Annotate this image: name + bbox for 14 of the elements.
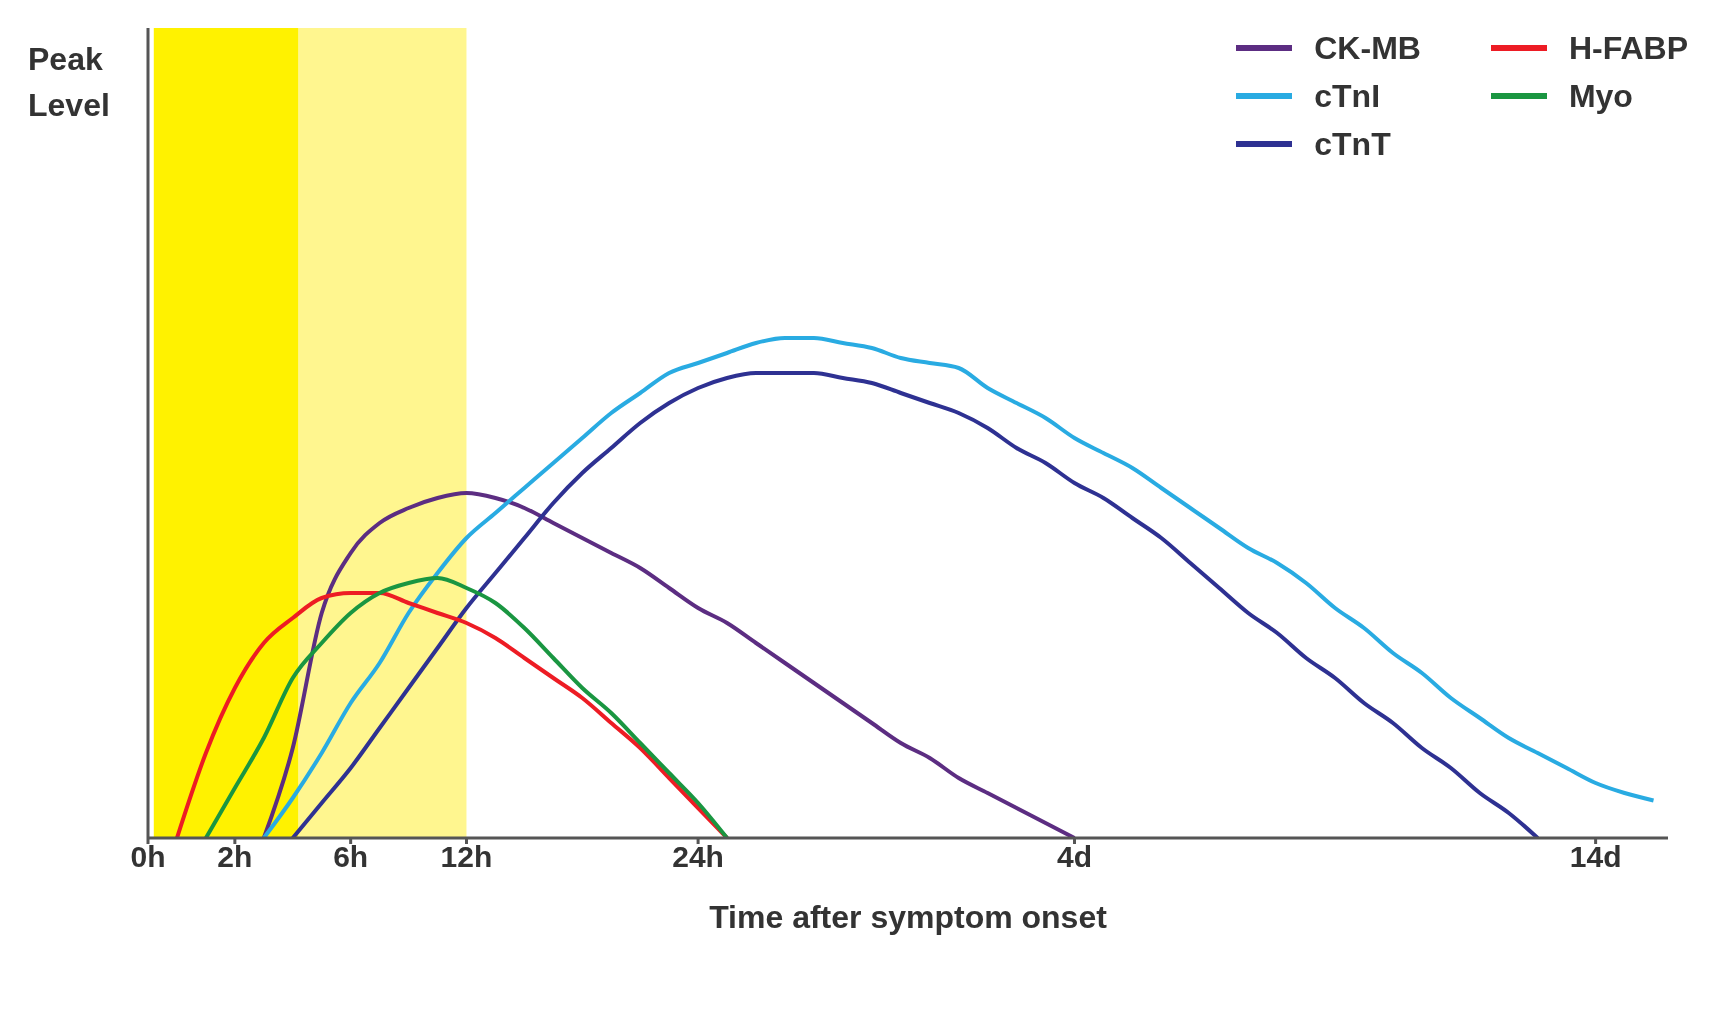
- x-tick-label: 2h: [217, 840, 253, 874]
- x-tick-label: 24h: [672, 840, 724, 874]
- text: Peak Level: [28, 40, 111, 125]
- x-tick-label: 4d: [1056, 840, 1092, 874]
- legend-label: cTnT: [1314, 125, 1391, 164]
- legend-label: Myo: [1568, 77, 1633, 116]
- x-axis-title: Time after symptom onset: [709, 899, 1108, 935]
- legend-label: H-FABP: [1568, 29, 1688, 68]
- x-tick-label: 0h: [130, 840, 166, 874]
- x-tick-label: 12h: [440, 840, 493, 874]
- legend-label: CK-MB: [1314, 29, 1421, 68]
- x-tick-label: 6h: [333, 840, 369, 874]
- x-tick-label: 14d: [1569, 840, 1622, 874]
- legend-label: cTnI: [1314, 77, 1381, 116]
